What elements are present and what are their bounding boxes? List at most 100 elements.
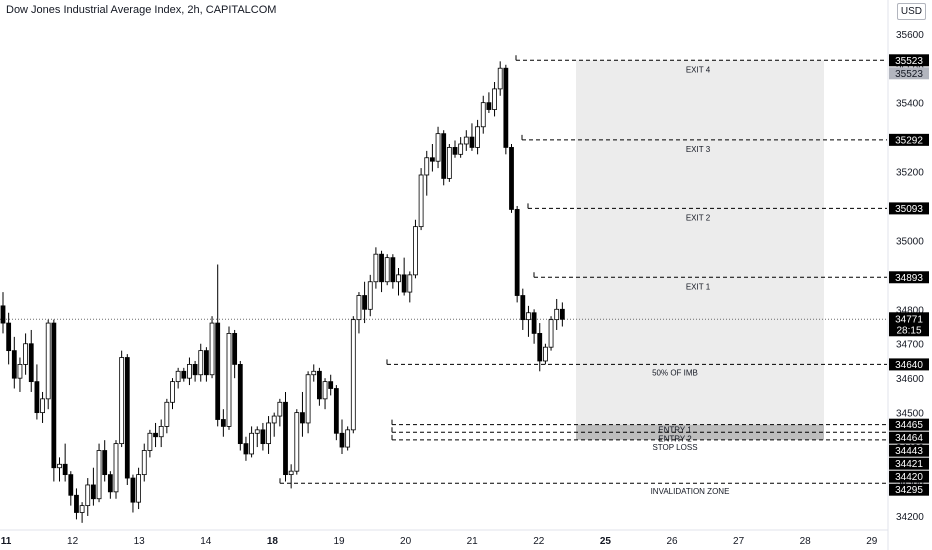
price-badge bbox=[889, 444, 929, 457]
target-zone bbox=[576, 60, 824, 425]
candle-up bbox=[356, 295, 362, 321]
candle-down bbox=[452, 147, 458, 155]
y-tick-label: 34800 bbox=[896, 305, 924, 316]
candle-down bbox=[6, 322, 12, 352]
candle-down bbox=[243, 443, 249, 455]
candle-up bbox=[548, 319, 554, 348]
y-tick-label: 34200 bbox=[896, 512, 924, 523]
candle-up bbox=[209, 322, 215, 376]
x-tick-label: 28 bbox=[800, 536, 812, 547]
candle-up bbox=[350, 319, 356, 431]
candle-down bbox=[514, 209, 520, 296]
price-badge-label: 35292 bbox=[895, 135, 923, 146]
candle-down bbox=[11, 350, 17, 379]
candle-down bbox=[232, 333, 238, 365]
candle-up bbox=[497, 67, 503, 90]
level-label: EXIT 4 bbox=[686, 65, 711, 74]
level-label: 50% OF IMB bbox=[652, 368, 698, 377]
price-badge bbox=[889, 418, 929, 431]
current-price-countdown: 28:15 bbox=[896, 325, 921, 336]
candle-down bbox=[220, 419, 226, 427]
candle-down bbox=[379, 253, 384, 283]
candle-down bbox=[91, 484, 96, 500]
x-tick-label: 27 bbox=[733, 536, 745, 547]
candle-down bbox=[130, 477, 136, 503]
price-badge-label: 34421 bbox=[895, 459, 923, 470]
candle-up bbox=[407, 274, 413, 293]
candle-down bbox=[0, 305, 6, 324]
candle-up bbox=[249, 432, 255, 455]
candle-down bbox=[429, 157, 435, 162]
candle-down bbox=[339, 432, 345, 448]
x-tick-label: 22 bbox=[533, 536, 545, 547]
price-badge-label: 35523 bbox=[895, 56, 923, 67]
candle-down bbox=[153, 432, 158, 438]
level-label: ENTRY 1 bbox=[658, 426, 692, 435]
level-label: EXIT 1 bbox=[686, 282, 711, 291]
x-tick-label: 11 bbox=[1, 536, 12, 547]
price-badge bbox=[889, 271, 929, 284]
candle-up bbox=[147, 432, 153, 451]
candle-up bbox=[198, 350, 204, 376]
candle-down bbox=[316, 370, 322, 400]
candle-down bbox=[537, 333, 543, 362]
candle-down bbox=[62, 463, 68, 476]
x-tick-label: 21 bbox=[467, 536, 479, 547]
y-tick-label: 35000 bbox=[896, 236, 924, 247]
x-tick-label: 20 bbox=[400, 536, 412, 547]
candle-down bbox=[34, 381, 40, 414]
candle-up bbox=[170, 381, 175, 403]
price-badge bbox=[889, 202, 929, 215]
price-badge-label: 34464 bbox=[895, 433, 923, 444]
level-label: INVALIDATION ZONE bbox=[651, 487, 730, 496]
candle-down bbox=[520, 295, 526, 321]
candle-up bbox=[475, 126, 481, 148]
candle-up bbox=[367, 281, 373, 310]
candle-up bbox=[79, 505, 85, 513]
x-tick-label: 19 bbox=[333, 536, 345, 547]
candle-down bbox=[300, 412, 305, 424]
candle-up bbox=[187, 364, 192, 379]
currency-button[interactable]: USD bbox=[896, 3, 926, 20]
candle-up bbox=[446, 147, 452, 179]
candle-up bbox=[57, 463, 62, 469]
candle-up bbox=[305, 374, 311, 424]
y-tick-label: 35400 bbox=[896, 99, 924, 110]
candle-down bbox=[51, 322, 57, 469]
candle-down bbox=[107, 474, 113, 493]
x-tick-label: 14 bbox=[200, 536, 212, 547]
candle-up bbox=[40, 398, 45, 414]
candle-up bbox=[17, 364, 23, 379]
x-tick-label: 13 bbox=[134, 536, 146, 547]
level-label: EXIT 2 bbox=[686, 213, 711, 222]
candle-up bbox=[136, 474, 142, 503]
candle-down bbox=[102, 450, 108, 476]
candle-down bbox=[390, 257, 396, 283]
chart-title: Dow Jones Industrial Average Index, 2h, … bbox=[6, 4, 277, 16]
candle-up bbox=[373, 253, 379, 283]
candle-down bbox=[181, 370, 187, 379]
candle-down bbox=[237, 364, 243, 445]
candle-up bbox=[396, 274, 401, 283]
price-badge-label: 34893 bbox=[895, 273, 923, 284]
candle-down bbox=[441, 133, 447, 179]
candle-up bbox=[45, 322, 51, 400]
candle-down bbox=[509, 147, 514, 210]
price-badge-label: 35093 bbox=[895, 204, 923, 215]
level-label: STOP LOSS bbox=[652, 443, 697, 452]
x-tick-label: 25 bbox=[600, 536, 612, 547]
current-price-value: 34771 bbox=[895, 314, 923, 325]
y-tick-label: 34700 bbox=[896, 340, 924, 351]
price-badge bbox=[889, 431, 929, 444]
candle-down bbox=[401, 274, 407, 293]
candle-up bbox=[119, 357, 125, 445]
price-badge bbox=[889, 54, 929, 67]
x-tick-label: 29 bbox=[866, 536, 878, 547]
candle-up bbox=[345, 429, 351, 448]
candle-up bbox=[384, 257, 390, 283]
candle-up bbox=[113, 443, 119, 493]
candle-up bbox=[418, 174, 424, 228]
candle-up bbox=[277, 401, 283, 417]
candle-up bbox=[96, 450, 102, 500]
